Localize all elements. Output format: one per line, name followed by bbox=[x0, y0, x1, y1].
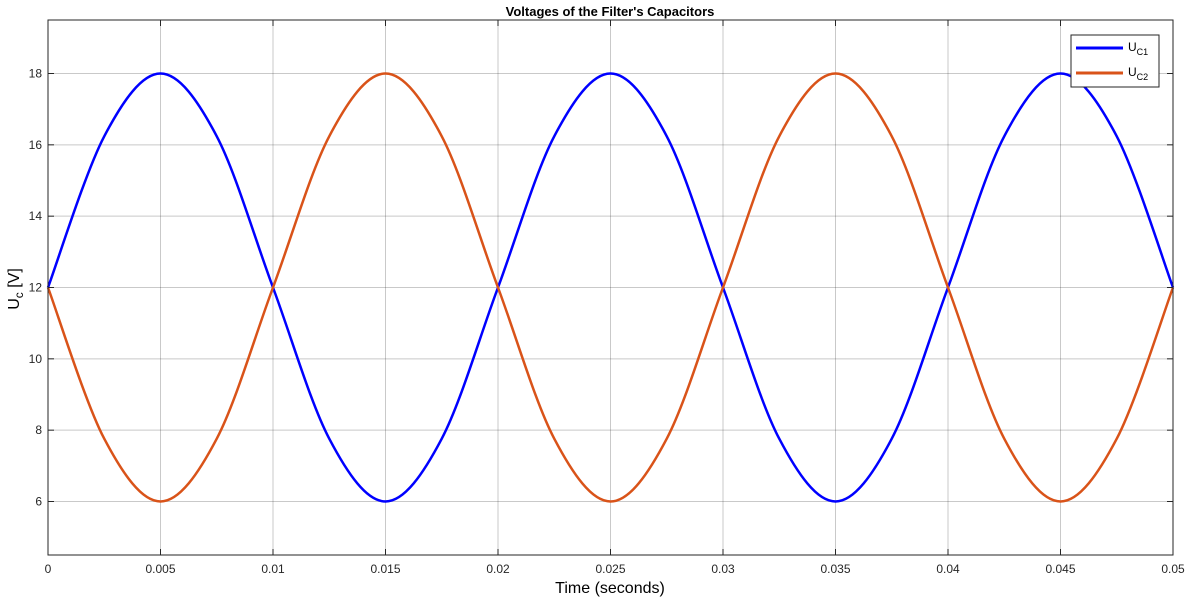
legend-box bbox=[1070, 34, 1160, 88]
x-tick-label: 0.035 bbox=[820, 562, 850, 576]
y-tick-label: 14 bbox=[29, 209, 43, 223]
x-tick-label: 0 bbox=[45, 562, 52, 576]
x-tick-label: 0.03 bbox=[711, 562, 735, 576]
legend-label: UC1 bbox=[1128, 40, 1148, 57]
y-axis-label: Uc [V] bbox=[6, 268, 26, 310]
chart-title: Voltages of the Filter's Capacitors bbox=[506, 4, 715, 19]
x-tick-label: 0.01 bbox=[261, 562, 285, 576]
y-tick-label: 10 bbox=[29, 352, 43, 366]
x-tick-label: 0.015 bbox=[370, 562, 400, 576]
y-tick-label: 12 bbox=[29, 281, 43, 295]
y-tick-label: 8 bbox=[35, 423, 42, 437]
x-tick-label: 0.02 bbox=[486, 562, 510, 576]
x-tick-label: 0.045 bbox=[1045, 562, 1075, 576]
x-tick-label: 0.025 bbox=[595, 562, 625, 576]
y-axis-label-rest: [V] bbox=[6, 268, 23, 292]
y-tick-label: 18 bbox=[29, 67, 43, 81]
plot-area bbox=[48, 20, 1173, 555]
x-tick-label: 0.005 bbox=[145, 562, 175, 576]
x-axis-ticks: 0 0.005 0.01 0.015 0.02 0.025 0.03 0.035 0.04 0.0… bbox=[45, 20, 1185, 576]
x-axis-label: Time (seconds) bbox=[555, 580, 665, 597]
y-axis-ticks: 6 8 10 12 14 16 18 bbox=[29, 67, 1173, 509]
y-axis-label-sub: c bbox=[12, 292, 26, 298]
legend-label: UC2 bbox=[1128, 65, 1148, 82]
y-tick-label: 6 bbox=[35, 495, 42, 509]
x-tick-label: 0.04 bbox=[936, 562, 960, 576]
y-tick-label: 16 bbox=[29, 138, 43, 152]
x-tick-label: 0.05 bbox=[1161, 562, 1185, 576]
y-axis-label-base: U bbox=[6, 298, 23, 310]
